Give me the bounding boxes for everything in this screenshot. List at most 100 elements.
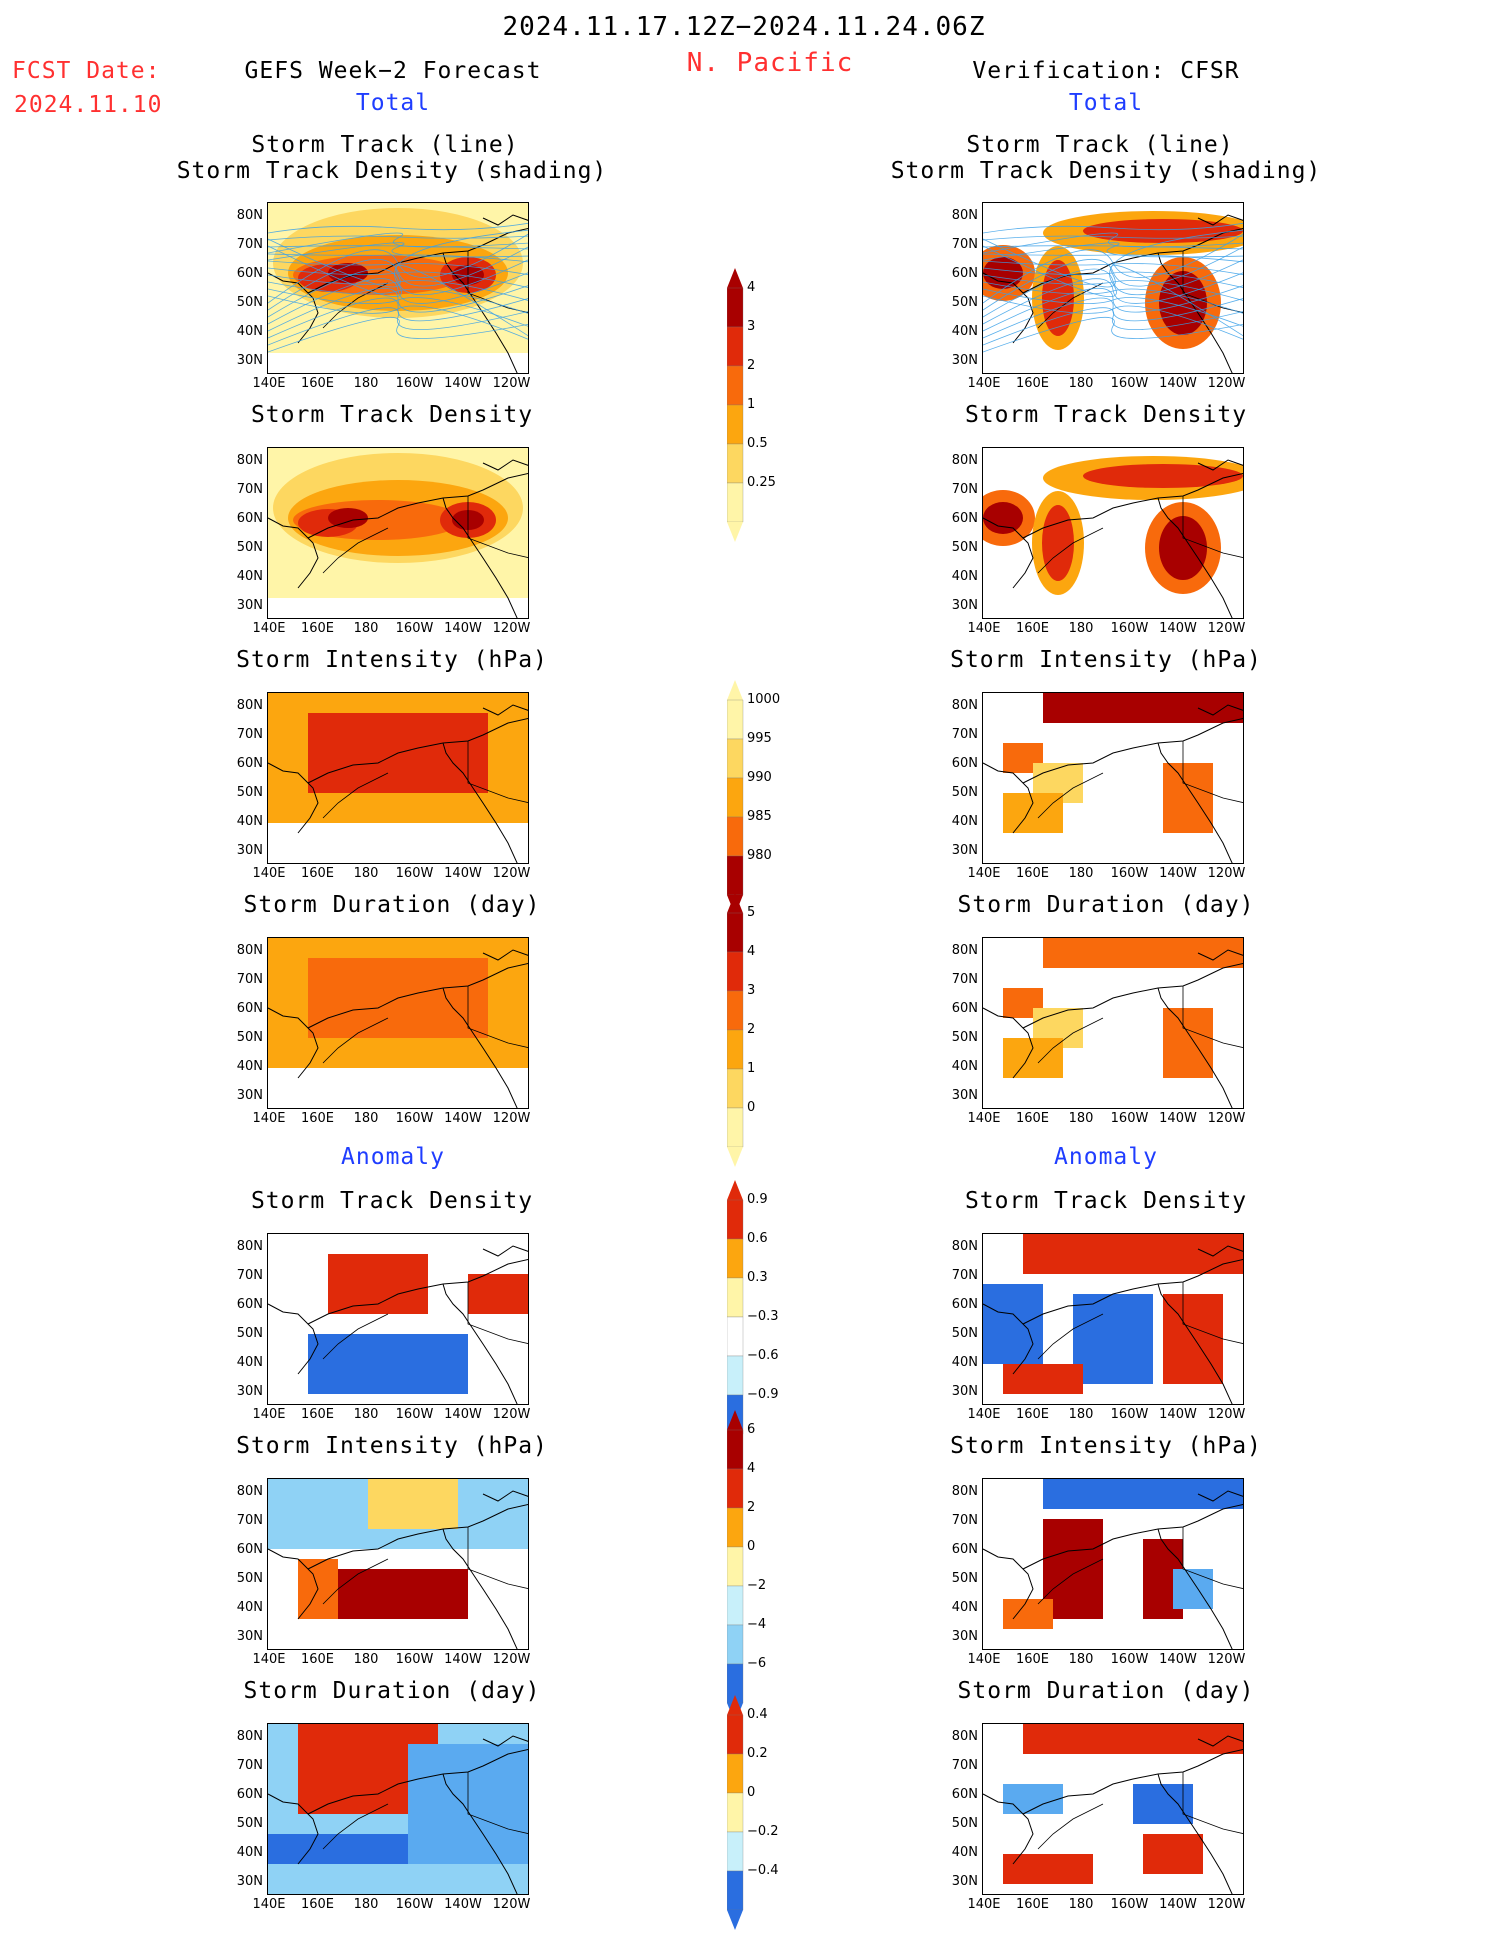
y-tick-label: 40N: [951, 814, 978, 829]
colorbar-label: 6: [747, 1422, 756, 1437]
y-tick-label: 40N: [951, 1059, 978, 1074]
y-tick-label: 70N: [236, 482, 263, 497]
y-tick-label: 30N: [236, 1088, 263, 1103]
x-tick-label: 120W: [492, 1111, 531, 1126]
x-tick-label: 180: [1068, 376, 1094, 391]
x-tick-label: 160W: [1110, 866, 1149, 881]
x-tick-label: 160W: [395, 621, 434, 636]
y-tick-label: 70N: [951, 1758, 978, 1773]
colorbar-label: 4: [747, 280, 756, 295]
y-tick-label: 80N: [951, 208, 978, 223]
x-tick-label: 140W: [1159, 1897, 1197, 1912]
colorbar-label: −0.9: [747, 1387, 779, 1402]
map-duration-gefs: [267, 937, 529, 1109]
panel-title-track-line-right: Storm Track (line): [966, 132, 1234, 158]
x-tick-label: 180: [353, 1111, 379, 1126]
colorbar-label: −4: [747, 1617, 767, 1632]
y-tick-label: 60N: [236, 1787, 263, 1802]
x-tick-label: 160W: [395, 1111, 434, 1126]
colorbar-duration_total: [726, 893, 745, 1173]
x-tick-label: 160E: [300, 376, 335, 391]
colorbar-label: 4: [747, 1461, 756, 1476]
colorbar-intensity_total: [726, 680, 745, 921]
x-tick-label: 160E: [300, 866, 335, 881]
x-tick-label: 160W: [395, 1407, 434, 1422]
colorbar-label: 1000: [747, 692, 781, 707]
x-tick-label: 140E: [252, 866, 286, 881]
panel-title-density-right: Storm Track Density: [964, 402, 1248, 428]
x-tick-label: 140W: [444, 1897, 482, 1912]
x-tick-label: 160W: [1110, 1897, 1149, 1912]
colorbar-label: 0: [747, 1785, 756, 1800]
x-tick-label: 160E: [300, 621, 335, 636]
x-tick-label: 140W: [1159, 621, 1197, 636]
x-tick-label: 160W: [395, 376, 434, 391]
map-duration-anom-gefs: [267, 1723, 529, 1895]
x-tick-label: 160E: [1015, 1407, 1050, 1422]
y-tick-label: 30N: [236, 1629, 263, 1644]
colorbar-label: 995: [747, 731, 772, 746]
x-tick-label: 120W: [1207, 866, 1246, 881]
panel-title-intensity-left: Storm Intensity (hPa): [236, 647, 548, 673]
y-tick-label: 50N: [236, 1030, 263, 1045]
x-tick-label: 160E: [300, 1407, 335, 1422]
y-tick-label: 80N: [236, 208, 263, 223]
y-tick-label: 50N: [236, 295, 263, 310]
y-tick-label: 70N: [951, 972, 978, 987]
fcst-date: 2024.11.10: [14, 92, 163, 118]
y-tick-label: 80N: [951, 453, 978, 468]
colorbar-label: 1: [747, 397, 756, 412]
x-tick-label: 180: [353, 621, 379, 636]
y-tick-label: 30N: [951, 1629, 978, 1644]
colorbar-label: 0.4: [747, 1707, 768, 1722]
y-tick-label: 80N: [951, 1239, 978, 1254]
y-tick-label: 70N: [951, 482, 978, 497]
y-tick-label: 70N: [951, 1268, 978, 1283]
x-tick-label: 120W: [492, 1897, 531, 1912]
x-tick-label: 120W: [1207, 621, 1246, 636]
right-column-title: Verification: CFSR: [972, 58, 1240, 84]
y-tick-label: 40N: [951, 1355, 978, 1370]
map-intensity-anom-gefs: [267, 1478, 529, 1650]
fcst-label: FCST Date:: [12, 58, 161, 84]
y-tick-label: 80N: [236, 698, 263, 713]
colorbar-label: 0.2: [747, 1746, 768, 1761]
x-tick-label: 140E: [252, 1111, 286, 1126]
x-tick-label: 180: [1068, 1897, 1094, 1912]
y-tick-label: 30N: [951, 1088, 978, 1103]
x-tick-label: 180: [353, 1897, 379, 1912]
y-tick-label: 80N: [951, 1484, 978, 1499]
x-tick-label: 120W: [492, 621, 531, 636]
colorbar-label: 1: [747, 1061, 756, 1076]
map-track-gefs: [267, 202, 529, 374]
x-tick-label: 160W: [395, 1652, 434, 1667]
x-tick-label: 120W: [1207, 1652, 1246, 1667]
x-tick-label: 120W: [1207, 1111, 1246, 1126]
y-tick-label: 60N: [236, 1001, 263, 1016]
y-tick-label: 50N: [951, 1571, 978, 1586]
colorbar-label: 2: [747, 1500, 756, 1515]
y-tick-label: 60N: [236, 1297, 263, 1312]
y-tick-label: 60N: [236, 511, 263, 526]
map-density-anom-gefs: [267, 1233, 529, 1405]
x-tick-label: 140E: [967, 1897, 1001, 1912]
y-tick-label: 70N: [236, 1513, 263, 1528]
y-tick-label: 40N: [951, 324, 978, 339]
y-tick-label: 40N: [236, 1059, 263, 1074]
colorbar-label: 0.3: [747, 1270, 768, 1285]
y-tick-label: 60N: [236, 1542, 263, 1557]
x-tick-label: 180: [1068, 1111, 1094, 1126]
panel-title-intensity-anom-left: Storm Intensity (hPa): [236, 1433, 548, 1459]
map-density-cfsr: [982, 447, 1244, 619]
map-duration-anom-cfsr: [982, 1723, 1244, 1895]
period-title: 2024.11.17.12Z−2024.11.24.06Z: [502, 12, 986, 42]
x-tick-label: 140E: [967, 1407, 1001, 1422]
panel-title-track-line-left: Storm Track (line): [251, 132, 519, 158]
panel-title-duration-right: Storm Duration (day): [957, 892, 1255, 918]
y-tick-label: 40N: [951, 1845, 978, 1860]
x-tick-label: 120W: [1207, 376, 1246, 391]
x-tick-label: 140E: [252, 621, 286, 636]
colorbar-label: 980: [747, 848, 772, 863]
y-tick-label: 30N: [951, 598, 978, 613]
x-tick-label: 160E: [1015, 621, 1050, 636]
